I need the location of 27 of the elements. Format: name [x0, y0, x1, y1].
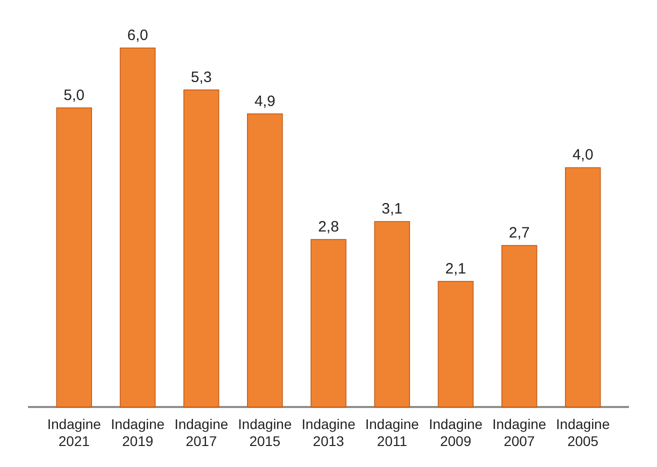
data-label: 3,1 — [382, 200, 403, 218]
x-tick-label: Indagine 2017 — [174, 416, 228, 449]
x-tick-label: Indagine 2013 — [302, 416, 356, 449]
x-tick-label: Indagine 2009 — [428, 416, 483, 449]
data-label: 4,0 — [572, 146, 594, 164]
bar — [565, 167, 601, 408]
x-tick-label: Indagine 2021 — [47, 416, 102, 449]
bar — [501, 245, 538, 408]
data-label: 2,1 — [445, 260, 466, 278]
data-label: 4,9 — [254, 92, 276, 110]
x-tick-label: Indagine 2011 — [365, 416, 420, 449]
data-label: 5,3 — [190, 68, 212, 86]
bar — [310, 239, 346, 408]
x-tick-label: Indagine 2015 — [238, 416, 292, 449]
bar — [438, 280, 474, 408]
x-tick-label: Indagine 2005 — [556, 416, 610, 449]
bar — [183, 89, 220, 408]
bar — [56, 107, 92, 408]
data-label: 6,0 — [127, 27, 148, 44]
bar — [247, 113, 283, 408]
bar — [374, 221, 410, 408]
x-tick-label: Indagine 2007 — [492, 416, 546, 449]
data-label: 2,8 — [318, 218, 339, 236]
data-label: 5,0 — [64, 86, 85, 104]
data-label: 2,7 — [508, 224, 530, 242]
x-tick-label: Indagine 2019 — [110, 416, 165, 449]
bar — [120, 48, 156, 408]
